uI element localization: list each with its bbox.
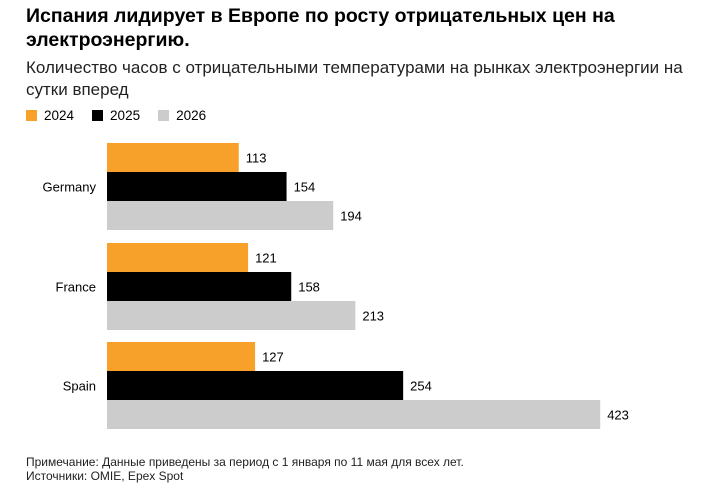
chart-title: Испания лидирует в Европе по росту отриц… (26, 5, 615, 51)
footer: Примечание: Данные приведены за период с… (26, 455, 464, 483)
legend-item-2025: 2025 (92, 108, 140, 123)
bar-chart: Germany 113 154 194 France 121 158 213 Spain 127 2… (43, 143, 629, 429)
bar-germany-2024 (107, 143, 239, 172)
value-label-france-2026: 213 (362, 309, 384, 324)
category-label-spain: Spain (63, 379, 96, 394)
bar-france-2026 (107, 301, 356, 330)
legend-item-2026: 2026 (158, 108, 206, 123)
bar-france-2025 (107, 272, 292, 301)
value-label-germany-2024: 113 (246, 151, 267, 166)
legend-label-2024: 2024 (44, 108, 75, 123)
value-label-france-2024: 121 (255, 251, 277, 266)
legend-swatch-2025 (92, 110, 104, 121)
value-label-germany-2025: 154 (294, 180, 316, 195)
value-label-spain-2024: 127 (262, 350, 284, 365)
bar-germany-2026 (107, 201, 334, 230)
bar-germany-2025 (107, 172, 287, 201)
bar-spain-2026 (107, 400, 601, 429)
legend-label-2025: 2025 (110, 108, 141, 123)
legend-item-2024: 2024 (26, 108, 74, 123)
legend-label-2026: 2026 (176, 108, 207, 123)
chart-subtitle: Количество часов с отрицательными темпер… (26, 58, 683, 99)
legend: 2024 2025 2026 (26, 108, 224, 123)
bar-france-2024 (107, 243, 249, 272)
value-label-spain-2026: 423 (607, 408, 629, 423)
category-label-france: France (56, 280, 96, 295)
legend-swatch-2026 (158, 110, 170, 121)
category-label-germany: Germany (43, 180, 97, 195)
legend-swatch-2024 (26, 110, 37, 121)
value-label-spain-2025: 254 (410, 379, 432, 394)
value-label-france-2025: 158 (298, 280, 320, 295)
bar-spain-2024 (107, 342, 256, 371)
source-note: Источники: OMIE, Epex Spot (26, 469, 184, 483)
bar-spain-2025 (107, 371, 404, 400)
value-label-germany-2026: 194 (340, 209, 362, 224)
footnote: Примечание: Данные приведены за период с… (26, 455, 464, 469)
